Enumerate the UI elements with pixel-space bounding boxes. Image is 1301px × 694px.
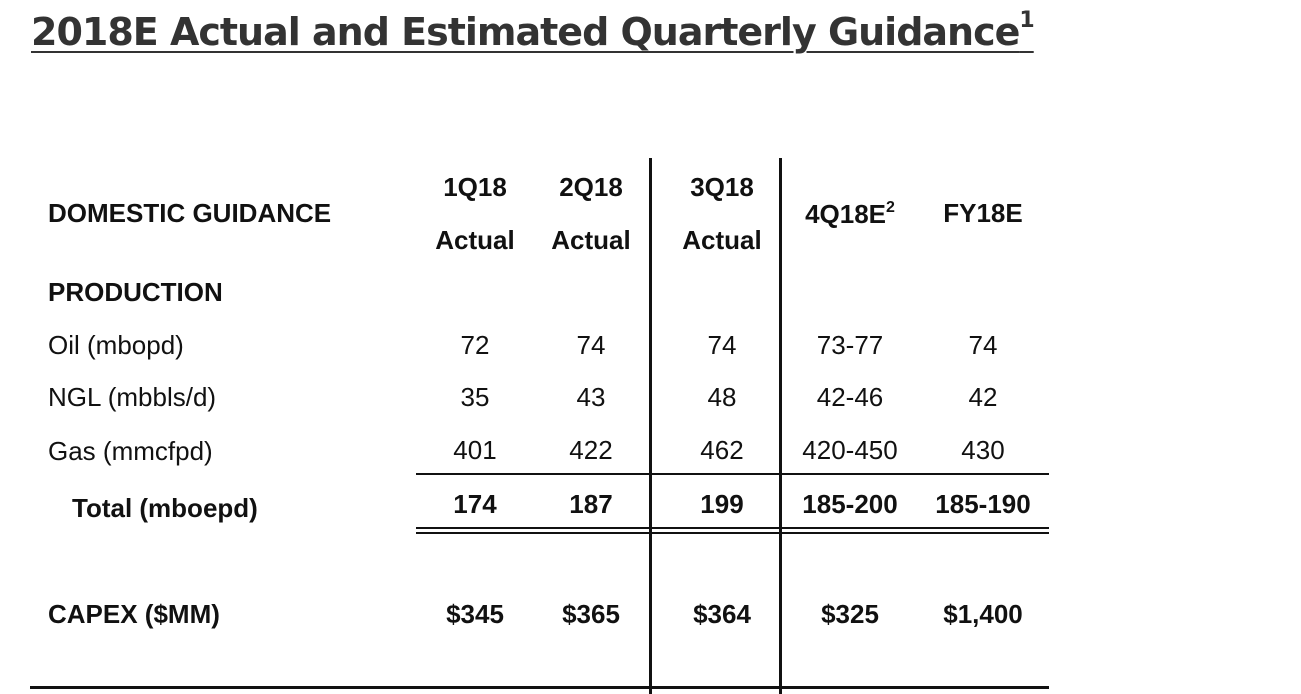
table-cell: 422 — [569, 435, 613, 465]
row-label-oil: Oil (mbopd) — [48, 330, 184, 360]
column-header-2q18: 2Q18 — [559, 172, 623, 202]
table-cell: 420-450 — [802, 435, 898, 465]
title-footnote: 1 — [1019, 8, 1034, 33]
row-label-ngl: NGL (mbbls/d) — [48, 382, 217, 412]
table-cell-capex: $365 — [562, 599, 620, 629]
table-cell: 74 — [576, 330, 606, 360]
table-cell-capex: $1,400 — [943, 599, 1023, 629]
column-header-4q18e-footnote: 2 — [886, 199, 895, 216]
table-cell-capex: $364 — [693, 599, 751, 629]
table-cell: 72 — [460, 330, 490, 360]
table-cell-total: 199 — [700, 489, 744, 519]
total-bottom-rule-2 — [416, 532, 1049, 534]
table-cell: 462 — [700, 435, 744, 465]
column-subheader-3q18: Actual — [682, 225, 762, 255]
table-cell-total: 174 — [453, 489, 497, 519]
table-cell-capex: $345 — [446, 599, 504, 629]
column-header-1q18: 1Q18 — [443, 172, 507, 202]
total-bottom-rule-1 — [416, 527, 1049, 529]
table-cell-total: 187 — [569, 489, 613, 519]
table-cell: 35 — [460, 382, 490, 412]
production-label: PRODUCTION — [48, 277, 223, 307]
table-cell-total: 185-200 — [802, 489, 898, 519]
table-cell: 43 — [576, 382, 606, 412]
total-top-rule — [416, 473, 1049, 475]
section-label: DOMESTIC GUIDANCE — [48, 198, 332, 228]
table-cell: 430 — [961, 435, 1005, 465]
page-title: 2018E Actual and Estimated Quarterly Gui… — [31, 8, 1035, 54]
title-text: 2018E Actual and Estimated Quarterly Gui… — [31, 10, 1020, 54]
table-cell: 42 — [968, 382, 998, 412]
row-label-capex: CAPEX ($MM) — [48, 599, 220, 629]
column-divider-1 — [649, 158, 652, 694]
table-cell-capex: $325 — [821, 599, 879, 629]
table-cell: 42-46 — [816, 382, 884, 412]
table-cell: 401 — [453, 435, 497, 465]
column-header-fy18e: FY18E — [943, 198, 1023, 228]
table-cell: 73-77 — [816, 330, 884, 360]
table-cell: 74 — [707, 330, 737, 360]
table-bottom-rule — [30, 686, 1049, 689]
table-cell: 74 — [968, 330, 998, 360]
column-header-4q18e: 4Q18E2 — [805, 199, 895, 229]
column-subheader-2q18: Actual — [551, 225, 631, 255]
table-cell: 48 — [707, 382, 737, 412]
table-cell-total: 185-190 — [935, 489, 1031, 519]
column-subheader-1q18: Actual — [435, 225, 515, 255]
column-divider-2 — [779, 158, 782, 694]
row-label-gas: Gas (mmcfpd) — [48, 436, 213, 466]
column-header-4q18e-label: 4Q18E — [805, 199, 887, 229]
row-label-total: Total (mboepd) — [72, 493, 258, 523]
column-header-3q18: 3Q18 — [690, 172, 754, 202]
